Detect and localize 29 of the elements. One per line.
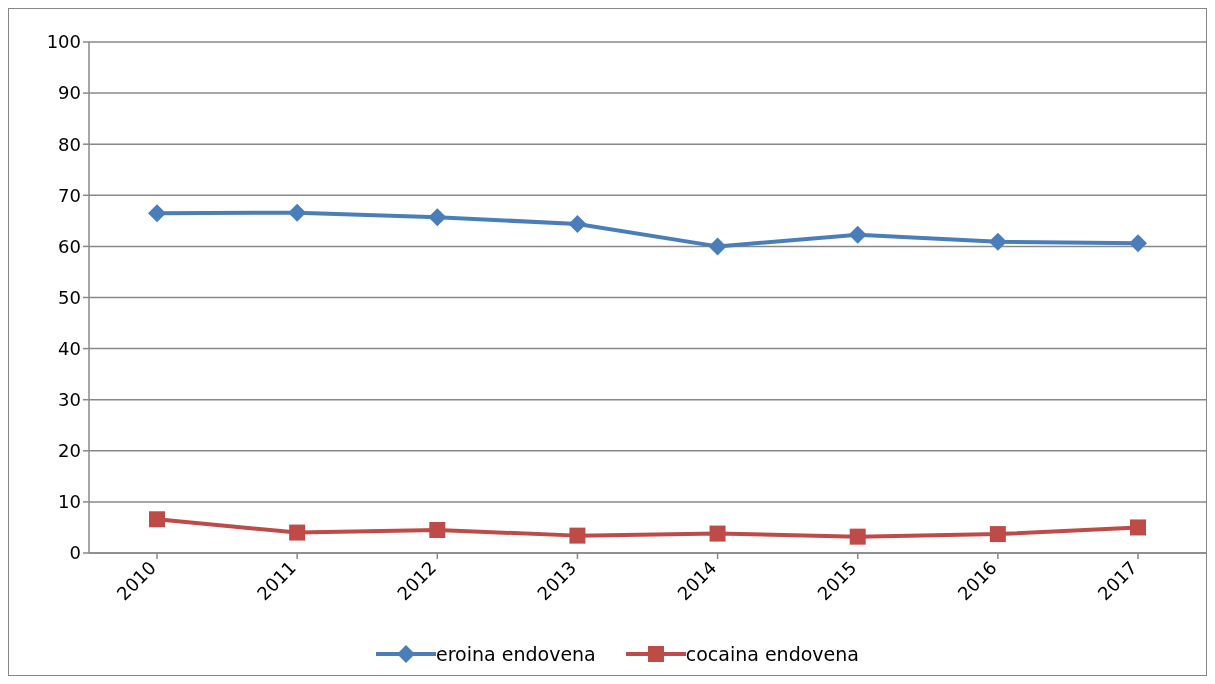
legend-label: eroina endovena (436, 643, 596, 665)
y-tick-label: 50 (58, 286, 81, 308)
y-tick-label: 100 (46, 31, 81, 53)
y-tick-label: 30 (58, 389, 81, 411)
point (848, 225, 867, 244)
point (708, 237, 727, 256)
point (428, 208, 447, 227)
point (709, 525, 726, 542)
point (149, 511, 165, 528)
y-tick-label: 0 (69, 542, 81, 564)
point (1130, 519, 1146, 536)
point (148, 204, 166, 223)
y-tick-label: 80 (58, 133, 81, 155)
point (429, 522, 446, 539)
legend-label: cocaina endovena (685, 643, 859, 665)
point (568, 214, 587, 233)
point (849, 528, 866, 545)
y-tick-label: 40 (58, 337, 81, 359)
point (288, 203, 307, 222)
y-tick-label: 90 (58, 82, 81, 104)
point (988, 232, 1007, 251)
point (289, 524, 306, 541)
y-tick-label: 20 (58, 440, 81, 462)
y-tick-label: 60 (58, 235, 81, 257)
y-tick-label: 70 (58, 184, 81, 206)
point (1129, 234, 1147, 253)
point (989, 526, 1006, 543)
y-tick-label: 10 (58, 491, 81, 513)
point (569, 527, 586, 544)
